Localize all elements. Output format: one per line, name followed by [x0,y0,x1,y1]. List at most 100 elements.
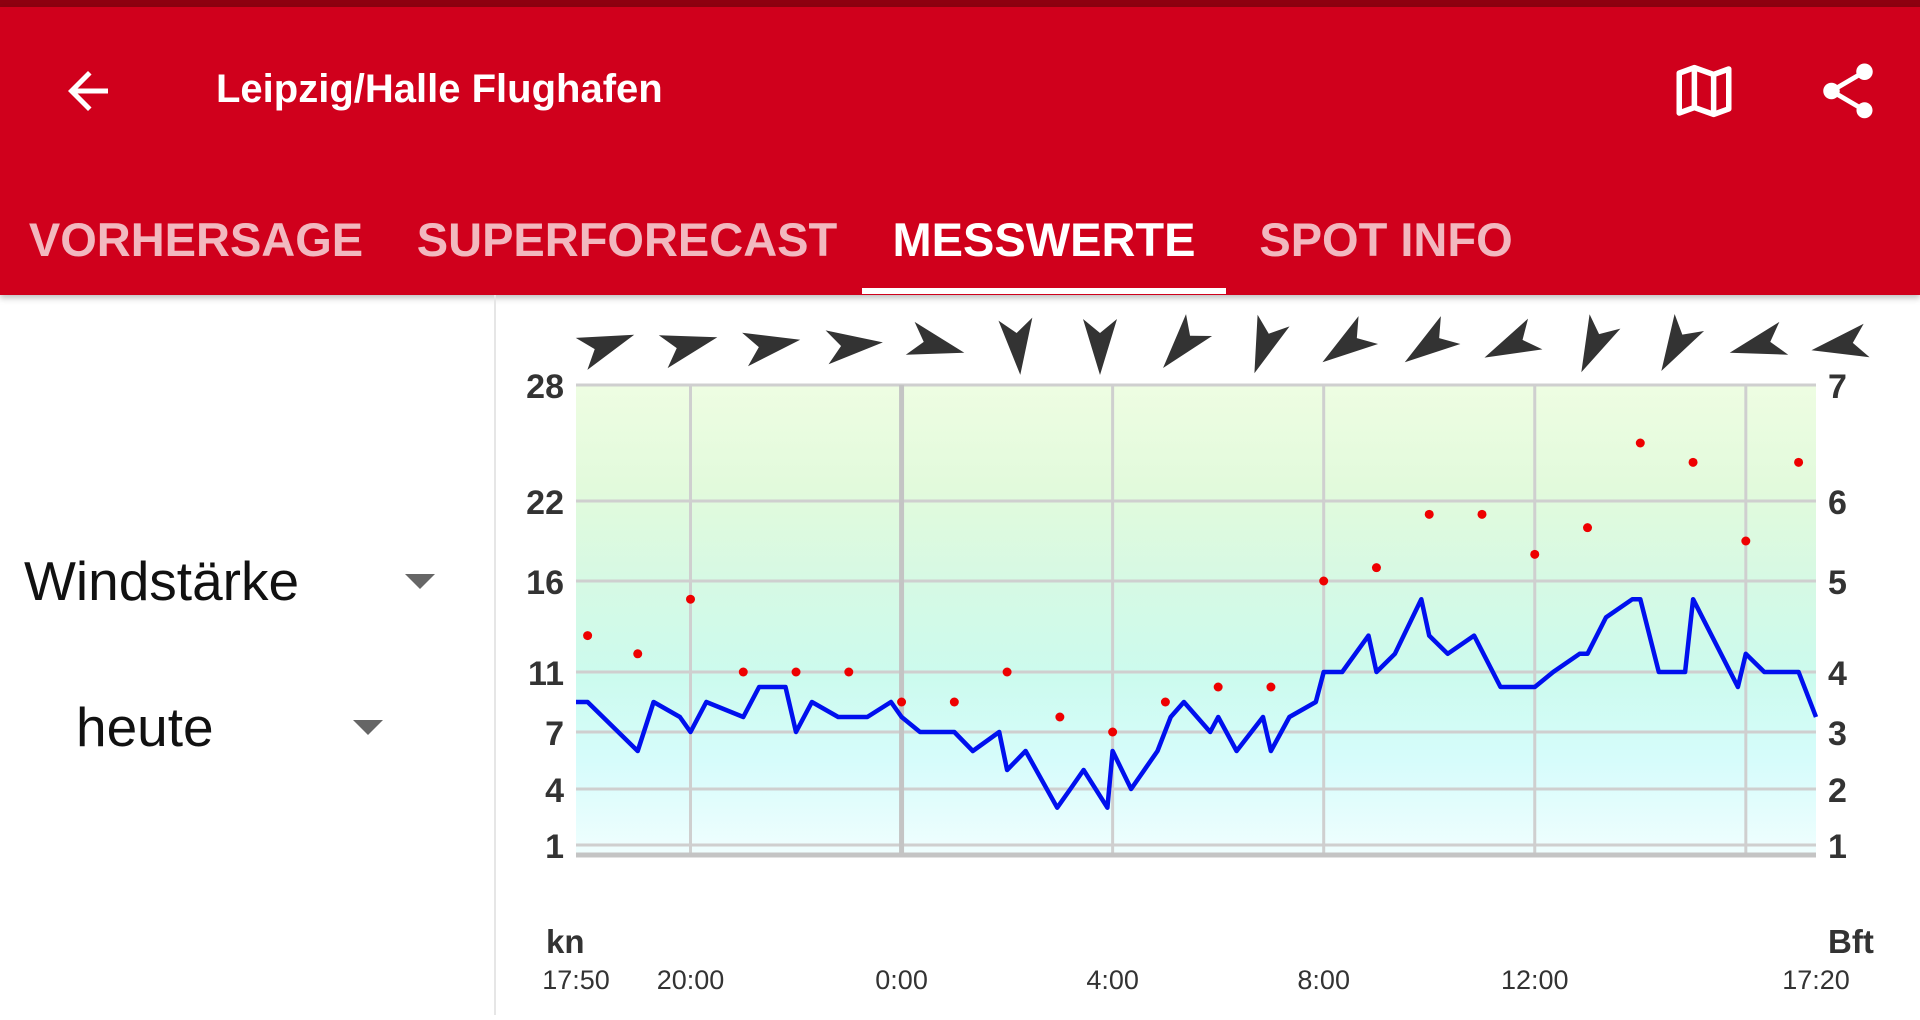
tab-spot-info[interactable]: SPOT INFO [1259,213,1513,266]
parameter-dropdown-value: Windstärke [24,550,300,612]
x-tick-label: 20:00 [657,965,725,995]
wind-direction-arrow-shape [1322,316,1379,363]
map-icon [1676,64,1732,118]
arrow-left-icon [68,71,108,111]
share-button[interactable] [1808,51,1888,131]
wind-direction-arrow [658,335,718,369]
wind-direction-arrow [575,334,635,370]
gust-dot [1530,549,1540,559]
wind-direction-arrow [1254,314,1290,374]
share-icon [1823,63,1873,119]
wind-direction-arrow-shape [1404,316,1461,363]
wind-direction-arrow [905,321,965,355]
gust-dot [1160,697,1170,707]
wind-direction-arrow [1581,314,1621,373]
wind-direction-arrow-shape [1729,321,1789,355]
chevron-down-icon [353,720,383,735]
tab-vorhersage[interactable]: VORHERSAGE [28,213,364,266]
wind-direction-arrow [1322,316,1379,363]
tab-superforecast[interactable]: SUPERFORECAST [416,213,838,266]
gust-dot [1688,457,1698,467]
y-tick-bft: 6 [1828,484,1847,522]
gust-dot [791,667,801,677]
y-tick-bft: 7 [1828,368,1847,406]
gust-dot [1213,682,1223,692]
gust-dot [1583,523,1593,533]
y-tick-bft: 3 [1828,715,1847,753]
wind-direction-arrow-shape [575,334,635,370]
gust-dot [1424,509,1434,519]
wind-speed-line [576,596,1819,810]
chevron-down-icon [405,574,435,589]
app-bar: Leipzig/Halle Flughafen VORHERSAGE SUPER… [0,7,1920,295]
gust-dot [738,667,748,677]
selector-panel: Windstärke heute [0,295,494,1015]
x-tick-label: 8:00 [1297,965,1350,995]
wind-direction-arrow-shape [742,332,801,367]
y-tick-bft: 4 [1828,655,1847,693]
wind-direction-arrow-shape [825,330,883,365]
y-tick-kn: 7 [545,715,564,753]
y-tick-kn: 4 [545,772,564,810]
day-dropdown[interactable]: heute [76,694,396,760]
tab-messwerte[interactable]: MESSWERTE [892,213,1196,266]
wind-direction-arrow-shape [1254,314,1290,374]
gust-dot [1794,457,1804,467]
wind-direction-arrow-shape [1581,314,1621,373]
page-title: Leipzig/Halle Flughafen [216,67,663,111]
gust-dot [583,631,593,641]
x-tick-label: 17:20 [1782,965,1850,995]
y-tick-kn: 22 [526,484,564,522]
back-button[interactable] [52,55,124,127]
gust-dot [1371,563,1381,573]
wind-direction-arrow [1729,321,1789,355]
wind-direction-arrow-shape [658,335,718,369]
status-strip [0,0,1920,7]
active-tab-indicator [862,288,1226,294]
x-tick-label: 17:50 [542,965,610,995]
tab-bar: VORHERSAGE SUPERFORECAST MESSWERTE SPOT … [0,177,1920,302]
parameter-dropdown[interactable]: Windstärke [24,548,444,614]
gust-dot [1635,438,1645,448]
wind-direction-arrow-shape [1163,314,1213,368]
wind-direction-arrow-shape [905,321,965,355]
gust-dot [1002,667,1012,677]
gust-dot [844,667,854,677]
x-tick-label: 0:00 [875,965,928,995]
panel-divider [494,295,496,1015]
wind-direction-arrow-shape [1661,313,1705,371]
gust-dot [1741,536,1751,546]
wind-direction-arrow [1083,319,1117,375]
map-button[interactable] [1664,51,1744,131]
y-tick-bft: 2 [1828,772,1847,810]
gust-dot [1055,712,1065,722]
gust-dot [1477,509,1487,519]
x-tick-label: 12:00 [1501,965,1569,995]
wind-direction-arrow-shape [1484,318,1543,358]
day-dropdown-value: heute [76,696,214,758]
y-tick-kn: 28 [526,368,564,406]
wind-chart-svg: 1 4 7 11 16 22 28 1 2 3 4 5 6 7 17:50 20:00 0:00 4:00 8:… [526,313,1874,995]
y-tick-kn: 1 [545,828,564,866]
wind-direction-arrow-shape [998,317,1033,375]
wind-direction-arrow [825,330,883,365]
y-tick-bft: 5 [1828,564,1847,602]
wind-direction-arrow [1811,323,1870,358]
left-axis-unit: kn [546,923,585,960]
plot-background [576,385,1816,855]
gust-dot [949,697,959,707]
x-tick-label: 4:00 [1086,965,1139,995]
wind-direction-arrow [1163,314,1213,368]
gust-dot [1319,576,1329,586]
wind-direction-arrow [742,332,801,367]
right-axis-unit: Bft [1828,923,1874,960]
gust-dot [633,649,643,659]
gust-dot [686,594,696,604]
wind-direction-arrow [1661,313,1705,371]
wind-direction-arrow [1404,316,1461,363]
y-tick-kn: 11 [528,655,564,693]
wind-direction-arrow [998,317,1033,375]
y-tick-kn: 16 [526,564,564,602]
gust-dot [897,697,907,707]
wind-direction-arrow-shape [1811,323,1870,358]
